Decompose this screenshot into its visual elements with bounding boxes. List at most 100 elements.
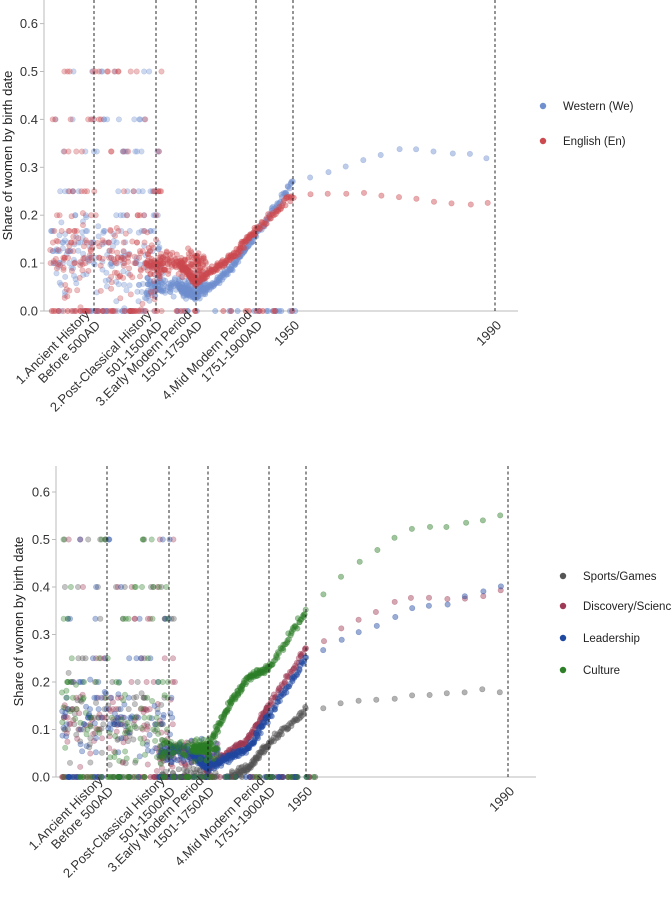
- data-point: [144, 274, 151, 281]
- data-point: [83, 271, 90, 278]
- data-point: [73, 280, 80, 287]
- data-point: [187, 289, 194, 296]
- data-point: [236, 253, 243, 260]
- data-point: [259, 223, 266, 230]
- legend-label: English (En): [563, 136, 626, 148]
- data-point: [221, 270, 228, 277]
- data-point: [49, 228, 56, 235]
- x-tick-label: 1990: [473, 318, 504, 349]
- y-tick-label: 0.5: [20, 64, 38, 79]
- data-point: [115, 274, 122, 281]
- data-point: [97, 287, 104, 294]
- data-point: [122, 239, 129, 246]
- data-point: [132, 148, 139, 155]
- data-point: [443, 690, 450, 697]
- y-tick-label: 0.0: [32, 770, 50, 785]
- data-point: [141, 228, 148, 235]
- data-point: [136, 281, 143, 288]
- data-point: [373, 622, 380, 629]
- data-point: [96, 655, 103, 662]
- data-point: [108, 260, 115, 267]
- data-point: [200, 286, 207, 293]
- data-point: [188, 290, 195, 297]
- data-point: [137, 266, 144, 273]
- data-point: [112, 749, 119, 756]
- data-point: [177, 283, 184, 290]
- data-point: [155, 188, 162, 195]
- data-point: [220, 272, 227, 279]
- data-point: [73, 148, 80, 155]
- data-point: [65, 228, 72, 235]
- data-point: [61, 148, 68, 155]
- data-point: [108, 694, 115, 701]
- data-point: [92, 68, 99, 75]
- data-point: [113, 260, 120, 267]
- data-point: [87, 246, 94, 253]
- data-point: [190, 288, 197, 295]
- data-point: [188, 289, 195, 296]
- data-point: [117, 212, 124, 219]
- data-point: [236, 253, 243, 260]
- data-point: [132, 260, 139, 267]
- data-point: [124, 212, 131, 219]
- data-point: [95, 307, 102, 314]
- data-point: [128, 678, 135, 685]
- data-point: [53, 212, 60, 219]
- data-point: [122, 252, 129, 259]
- data-point: [67, 248, 74, 255]
- data-point: [56, 232, 63, 239]
- data-point: [146, 297, 153, 304]
- data-point: [67, 116, 74, 123]
- data-point: [169, 721, 176, 728]
- data-point: [62, 231, 69, 238]
- data-point: [200, 285, 207, 292]
- data-point: [71, 228, 78, 235]
- data-point: [129, 238, 136, 245]
- data-point: [461, 593, 468, 600]
- legend-marker: [539, 102, 547, 110]
- data-point: [134, 288, 141, 295]
- data-point: [159, 280, 166, 287]
- data-point: [59, 245, 66, 252]
- data-point: [88, 253, 95, 260]
- data-point: [55, 261, 62, 268]
- data-point: [197, 288, 204, 295]
- data-point: [160, 254, 167, 261]
- data-point: [99, 68, 106, 75]
- data-point: [70, 265, 77, 272]
- data-point: [149, 748, 156, 755]
- data-point: [199, 277, 206, 284]
- data-point: [130, 188, 137, 195]
- data-point: [182, 285, 189, 292]
- data-point: [189, 280, 196, 287]
- data-point: [343, 190, 350, 197]
- y-tick-label: 0.5: [32, 532, 50, 547]
- data-point: [200, 284, 207, 291]
- data-point: [143, 678, 150, 685]
- data-point: [121, 281, 128, 288]
- data-point: [223, 265, 230, 272]
- data-point: [242, 246, 249, 253]
- data-point: [138, 690, 145, 697]
- data-point: [57, 188, 64, 195]
- data-point: [135, 188, 142, 195]
- data-point: [58, 689, 65, 696]
- data-point: [108, 263, 115, 270]
- data-point: [234, 256, 241, 263]
- data-point: [82, 212, 89, 219]
- data-point: [120, 148, 127, 155]
- data-point: [108, 148, 115, 155]
- data-point: [282, 189, 289, 196]
- legend-marker: [559, 666, 567, 674]
- data-point: [168, 759, 175, 766]
- data-point: [118, 228, 125, 235]
- data-point: [60, 266, 67, 273]
- y-tick-label: 0.2: [32, 675, 50, 690]
- data-point: [119, 254, 126, 261]
- y-axis-label: Share of women by birth date: [11, 537, 26, 707]
- data-point: [87, 714, 94, 721]
- data-point: [87, 722, 94, 729]
- data-point: [77, 719, 84, 726]
- data-point: [147, 281, 154, 288]
- data-point: [64, 738, 71, 745]
